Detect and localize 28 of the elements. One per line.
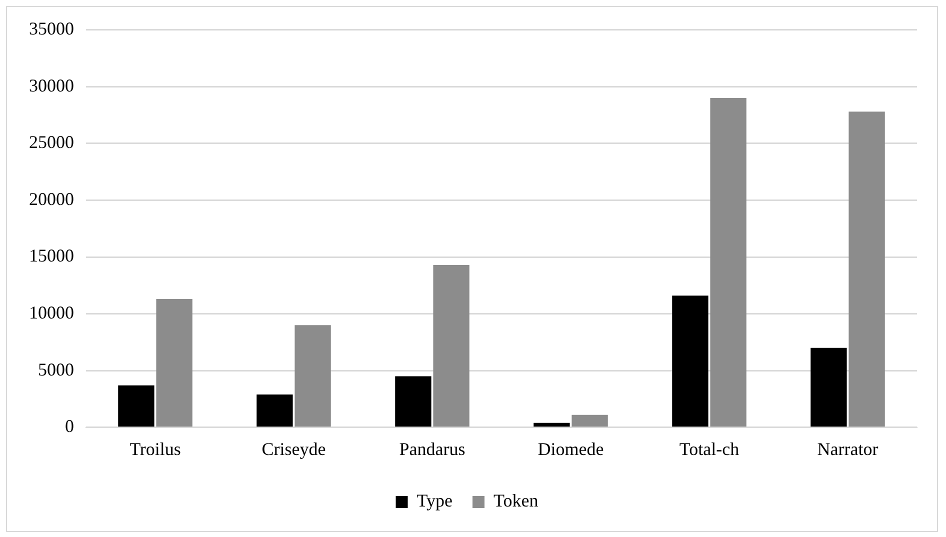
bar	[710, 98, 746, 427]
x-tick-label: Criseyde	[262, 438, 326, 459]
bar	[156, 299, 192, 427]
y-tick-label: 30000	[29, 75, 74, 96]
y-tick-label: 15000	[29, 246, 74, 266]
legend-label: Type	[416, 490, 453, 511]
bar	[433, 264, 470, 427]
x-tick-label: Pandarus	[399, 438, 466, 459]
bar	[672, 296, 708, 427]
x-tick-label: Troilus	[130, 438, 181, 459]
y-tick-label: 0	[65, 416, 74, 436]
legend-label: Token	[494, 490, 538, 511]
x-tick-label: Diomede	[538, 438, 604, 459]
bar	[256, 394, 293, 427]
bar	[294, 325, 331, 427]
bar	[810, 348, 847, 427]
y-tick-label: 10000	[29, 302, 74, 323]
y-tick-label: 5000	[38, 359, 74, 380]
bar	[848, 112, 885, 427]
x-tick-label: Total-ch	[679, 438, 740, 459]
x-tick-label: Narrator	[817, 438, 878, 459]
y-tick-label: 20000	[29, 188, 74, 209]
bar	[395, 376, 432, 427]
y-tick-label: 25000	[29, 132, 74, 152]
bar	[572, 414, 608, 427]
bar	[534, 422, 570, 427]
bar	[118, 385, 154, 427]
y-tick-label: 35000	[29, 18, 74, 39]
